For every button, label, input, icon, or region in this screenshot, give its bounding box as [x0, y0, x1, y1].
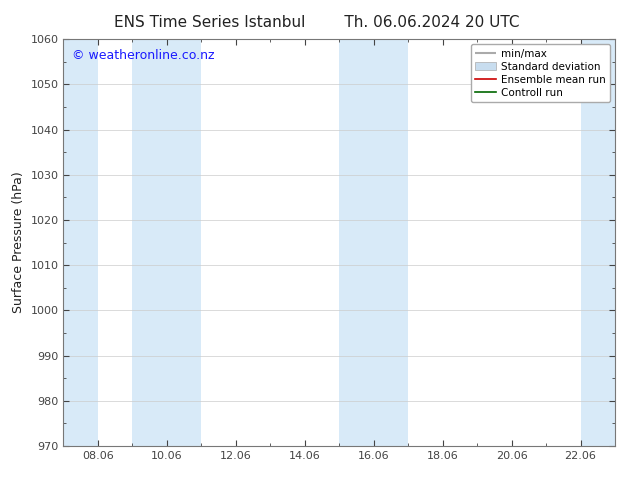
- Bar: [133, 39, 202, 446]
- Bar: [63, 39, 98, 446]
- Legend: min/max, Standard deviation, Ensemble mean run, Controll run: min/max, Standard deviation, Ensemble me…: [470, 45, 610, 102]
- Y-axis label: Surface Pressure (hPa): Surface Pressure (hPa): [12, 172, 25, 314]
- Bar: [581, 39, 615, 446]
- Text: © weatheronline.co.nz: © weatheronline.co.nz: [72, 49, 214, 62]
- Bar: [339, 39, 408, 446]
- Text: ENS Time Series Istanbul        Th. 06.06.2024 20 UTC: ENS Time Series Istanbul Th. 06.06.2024 …: [114, 15, 520, 30]
